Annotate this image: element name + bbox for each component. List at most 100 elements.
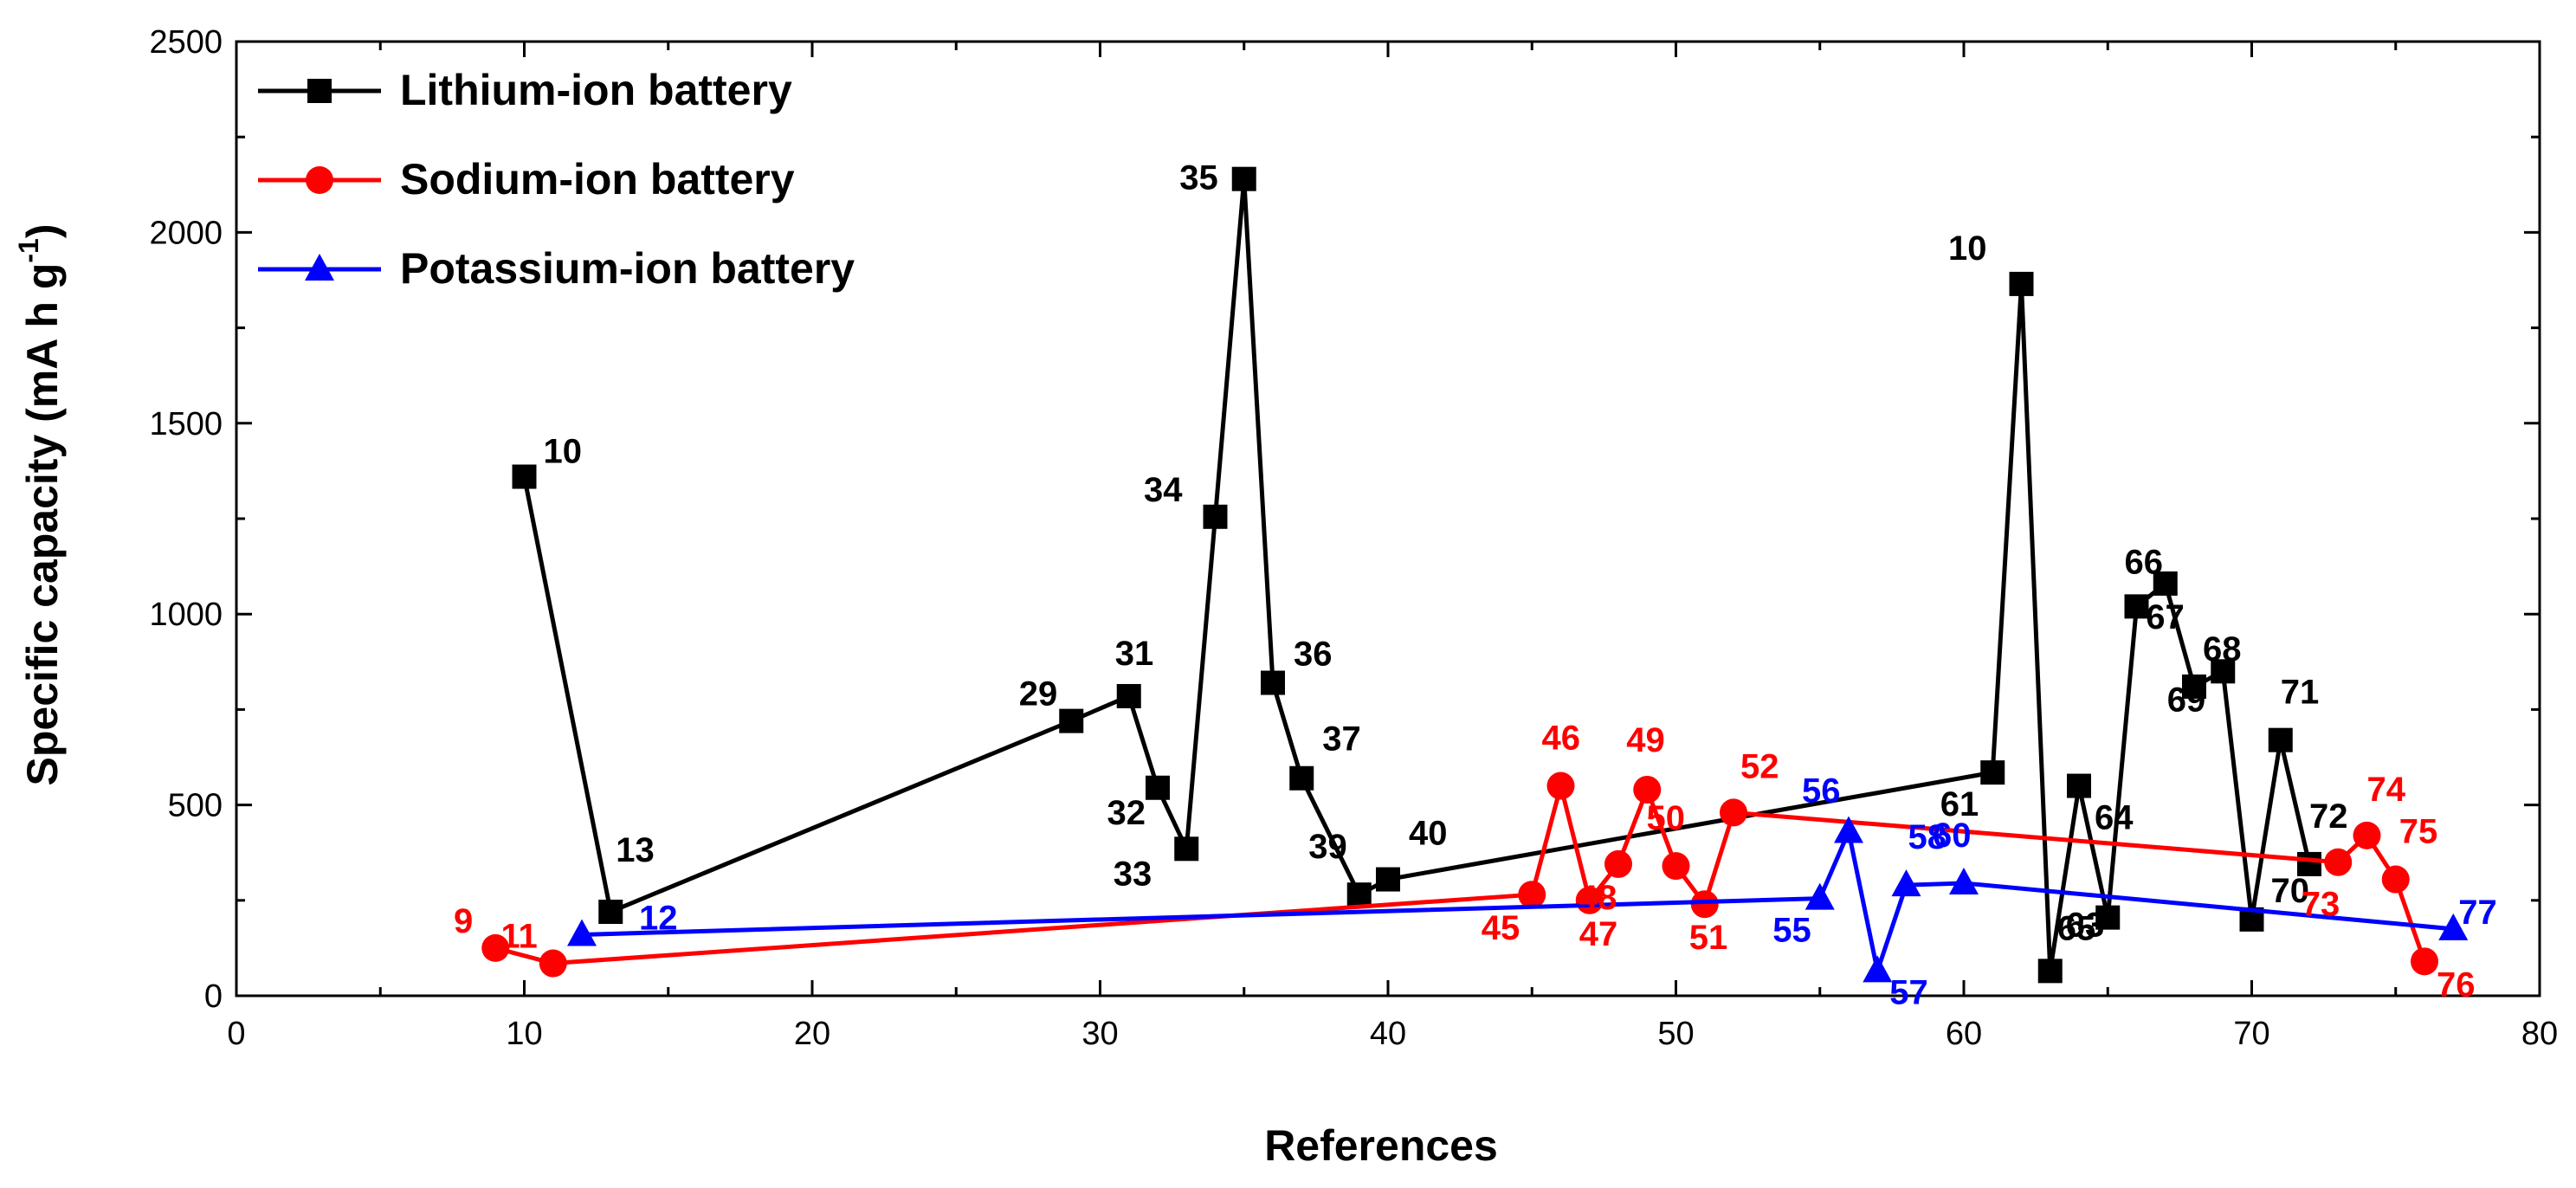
data-label: 68 bbox=[2203, 630, 2242, 668]
data-label: 64 bbox=[2095, 799, 2134, 837]
x-tick-label: 80 bbox=[2521, 1016, 2558, 1052]
data-point-circle bbox=[1662, 852, 1690, 881]
y-tick-label: 500 bbox=[168, 788, 223, 824]
x-tick-label: 40 bbox=[1370, 1016, 1406, 1052]
data-point-square bbox=[512, 464, 537, 489]
y-tick-label: 0 bbox=[204, 978, 223, 1015]
data-label: 69 bbox=[2167, 681, 2206, 719]
point-labels: 10 13 29 31 32 33 34 35 36 37 39 40 61 10 63 64 65 66 67 68… bbox=[454, 159, 2497, 1012]
data-point-square bbox=[1116, 683, 1141, 708]
data-point-triangle bbox=[1949, 867, 1979, 894]
data-label: 29 bbox=[1019, 675, 1058, 713]
data-label: 67 bbox=[2146, 598, 2185, 636]
data-point-square bbox=[1346, 882, 1372, 907]
data-point-square bbox=[1231, 166, 1256, 191]
data-point-square bbox=[2153, 571, 2178, 596]
data-label: 34 bbox=[1144, 471, 1183, 509]
data-point-triangle bbox=[1804, 882, 1835, 910]
y-axis-title: Specific capacity (mA h g-1) bbox=[13, 224, 67, 786]
legend: Lithium-ion battery Sodium-ion battery Pot… bbox=[258, 66, 855, 293]
data-label: 9 bbox=[454, 902, 473, 940]
data-point-square bbox=[1376, 867, 1400, 892]
data-point-triangle bbox=[2438, 913, 2469, 940]
axes: 0 10 20 30 40 50 60 70 80 0 500 1000 1500 2000 2500 bbox=[149, 24, 2558, 1052]
legend-item: Sodium-ion battery bbox=[258, 155, 795, 203]
data-label: 33 bbox=[1114, 855, 1152, 893]
data-point-square bbox=[1146, 775, 1170, 800]
data-point-square bbox=[1174, 836, 1199, 862]
data-point-square bbox=[2009, 271, 2034, 296]
data-label: 40 bbox=[1409, 815, 1448, 853]
data-label: 35 bbox=[1179, 159, 1218, 197]
data-label: 46 bbox=[1542, 720, 1581, 758]
x-tick-label: 0 bbox=[227, 1016, 245, 1052]
data-label: 36 bbox=[1294, 636, 1333, 674]
data-point-square bbox=[2095, 905, 2121, 930]
data-label: 37 bbox=[1322, 720, 1361, 759]
x-tick-label: 30 bbox=[1081, 1016, 1118, 1052]
y-tick-label: 2500 bbox=[149, 24, 223, 61]
data-point-circle bbox=[2353, 821, 2381, 849]
data-point-square bbox=[1203, 504, 1228, 529]
data-label: 57 bbox=[1889, 973, 1928, 1011]
data-point-triangle bbox=[1834, 816, 1863, 843]
series-potassium-ion-battery bbox=[567, 816, 2469, 983]
data-label: 60 bbox=[1933, 817, 1972, 855]
data-label: 72 bbox=[2309, 797, 2348, 836]
data-label: 65 bbox=[2057, 910, 2096, 948]
data-label: 58 bbox=[1908, 818, 1947, 856]
y-tick-label: 1500 bbox=[149, 406, 223, 442]
data-point-square bbox=[307, 79, 332, 103]
x-tick-label: 10 bbox=[506, 1016, 542, 1052]
y-tick-label: 2000 bbox=[149, 215, 223, 251]
series-layer bbox=[481, 166, 2469, 984]
data-point-square bbox=[598, 900, 623, 925]
data-label: 45 bbox=[1482, 909, 1520, 947]
data-label: 71 bbox=[2281, 674, 2320, 712]
data-point-triangle bbox=[567, 919, 597, 946]
data-label: 52 bbox=[1740, 747, 1779, 785]
series-line bbox=[581, 824, 2454, 979]
data-label: 13 bbox=[616, 831, 655, 869]
data-point-square bbox=[1059, 708, 1084, 733]
data-label: 11 bbox=[500, 918, 537, 956]
legend-label: Sodium-ion battery bbox=[400, 155, 795, 203]
x-tick-label: 70 bbox=[2233, 1016, 2269, 1052]
data-point-triangle bbox=[1891, 869, 1921, 897]
data-point-circle bbox=[1720, 798, 1747, 827]
legend-label: Lithium-ion battery bbox=[400, 66, 792, 114]
data-point-circle bbox=[1604, 849, 1632, 878]
data-point-square bbox=[2124, 594, 2149, 619]
data-point-circle bbox=[2324, 848, 2353, 876]
series-sodium-ion-battery bbox=[481, 772, 2438, 978]
data-point-triangle bbox=[305, 254, 334, 281]
data-label: 77 bbox=[2458, 894, 2497, 932]
legend-item: Potassium-ion battery bbox=[258, 244, 855, 293]
x-tick-label: 60 bbox=[1946, 1016, 1982, 1052]
data-point-circle bbox=[306, 166, 333, 194]
data-label: 66 bbox=[2125, 543, 2164, 581]
data-point-square bbox=[2211, 659, 2236, 684]
data-point-circle bbox=[1690, 890, 1719, 919]
data-label: 74 bbox=[2367, 771, 2406, 809]
data-label: 10 bbox=[1948, 229, 1987, 268]
data-label: 70 bbox=[2271, 872, 2310, 910]
data-label: 61 bbox=[1940, 785, 1979, 823]
data-label: 75 bbox=[2399, 813, 2438, 851]
data-point-square bbox=[2037, 959, 2063, 984]
x-axis-title: References bbox=[1264, 1121, 1498, 1170]
data-point-circle bbox=[539, 949, 567, 978]
data-point-circle bbox=[1546, 772, 1575, 800]
data-point-circle bbox=[2411, 947, 2438, 976]
legend-label: Potassium-ion battery bbox=[400, 244, 855, 293]
data-label: 10 bbox=[544, 433, 583, 471]
data-point-square bbox=[2067, 773, 2091, 798]
data-label: 56 bbox=[1802, 772, 1841, 810]
data-point-square bbox=[2182, 674, 2206, 699]
data-label: 55 bbox=[1772, 912, 1811, 950]
series-lithium-ion-battery bbox=[512, 166, 2321, 984]
data-label: 73 bbox=[2302, 886, 2340, 924]
data-label: 48 bbox=[1579, 879, 1617, 917]
data-label: 39 bbox=[1308, 828, 1347, 866]
